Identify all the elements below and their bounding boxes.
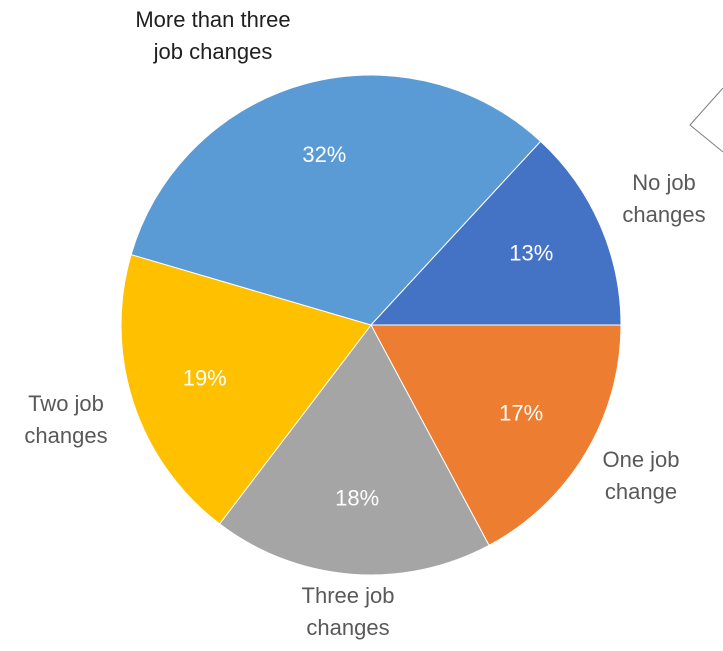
pie-slice bbox=[120, 253, 372, 525]
pie-slice bbox=[369, 140, 622, 326]
category-label-line: Two job bbox=[28, 391, 104, 416]
category-label-line: changes bbox=[24, 423, 107, 448]
slice-percentage-label: 32% bbox=[302, 142, 346, 167]
category-label-line: No job bbox=[632, 170, 696, 195]
decorative-callout-edge bbox=[689, 87, 723, 153]
pie-slice bbox=[218, 324, 490, 576]
pie-slice bbox=[130, 74, 542, 326]
category-label-line: One job bbox=[602, 447, 679, 472]
pie-slices bbox=[120, 74, 622, 576]
slice-percentage-label: 19% bbox=[183, 365, 227, 390]
slice-percentage-label: 18% bbox=[335, 485, 379, 510]
category-label-line: changes bbox=[306, 615, 389, 640]
slice-category-label: More than three job changes bbox=[135, 7, 290, 64]
category-label-line: changes bbox=[622, 202, 705, 227]
slice-category-label: Two job changes bbox=[24, 391, 107, 448]
slice-category-label: No job changes bbox=[622, 170, 705, 227]
slice-percentage-label: 13% bbox=[509, 241, 553, 266]
category-label-line: job changes bbox=[153, 39, 273, 64]
category-label-line: Three job bbox=[302, 583, 395, 608]
pie-slice bbox=[370, 324, 622, 547]
slice-category-label: One job change bbox=[602, 447, 679, 504]
category-label-line: change bbox=[605, 479, 677, 504]
category-label-line: More than three bbox=[135, 7, 290, 32]
slice-category-label: Three job changes bbox=[302, 583, 395, 640]
percentage-labels: 17% 18% 19% 32% 13% bbox=[183, 142, 554, 510]
category-labels: One job change Three job changes Two job chan… bbox=[24, 7, 705, 640]
slice-percentage-label: 17% bbox=[499, 401, 543, 426]
